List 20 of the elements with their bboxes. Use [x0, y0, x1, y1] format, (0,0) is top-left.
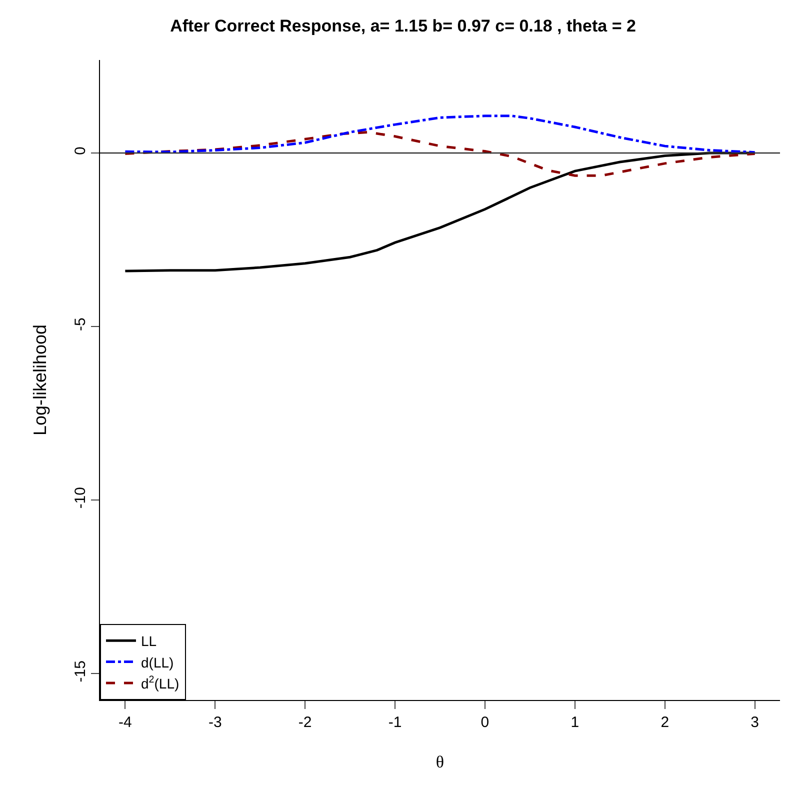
- x-tick-label: -3: [208, 714, 222, 731]
- x-tick-label: 0: [480, 714, 490, 731]
- legend-label: d$^{2}$(LL): [141, 674, 180, 692]
- x-tick-label: -1: [388, 714, 402, 731]
- x-tick-label: -4: [118, 714, 132, 731]
- line-series: [124, 114, 756, 154]
- y-tick-label: -5: [72, 318, 89, 331]
- x-tick-label: 1: [570, 714, 580, 731]
- chart-title: After Correct Response, a= 1.15 b= 0.97 c= 0.18 , theta = 2: [170, 16, 636, 36]
- x-axis-title: θ: [436, 752, 444, 772]
- legend-label: d(LL): [141, 654, 174, 670]
- x-tick-label: -2: [298, 714, 312, 731]
- x-tick-label: 3: [750, 714, 759, 731]
- y-tick-label: -15: [72, 660, 89, 682]
- x-tick-label: 2: [660, 714, 670, 731]
- y-tick-label: 0: [72, 146, 89, 155]
- legend-label: LL: [141, 633, 157, 650]
- y-tick-label: -10: [72, 486, 89, 509]
- y-axis-title: Log-likelihood: [30, 324, 50, 436]
- line-series: [124, 130, 756, 177]
